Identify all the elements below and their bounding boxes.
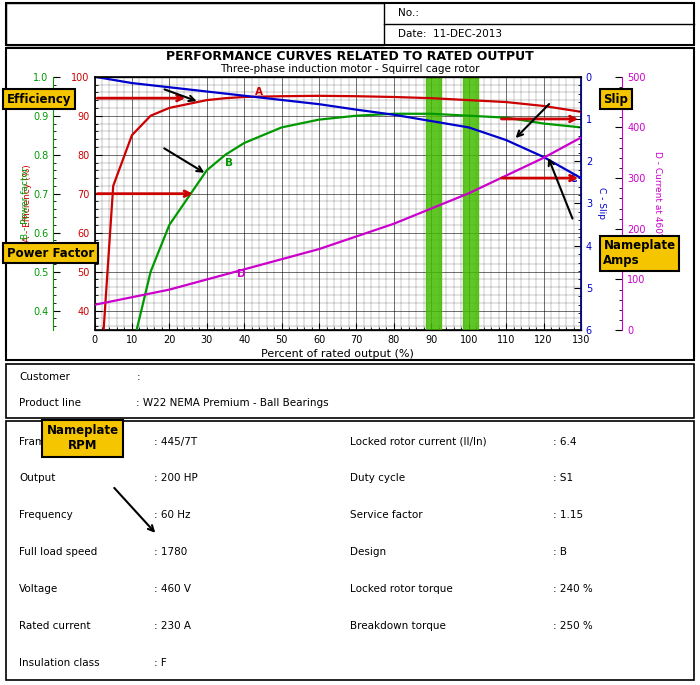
Text: Power Factor: Power Factor — [7, 247, 94, 260]
Text: : 1.15: : 1.15 — [553, 510, 583, 521]
Text: D: D — [237, 269, 245, 279]
Bar — [463, 77, 478, 330]
Text: Nameplate
Amps: Nameplate Amps — [603, 240, 676, 267]
Text: A: A — [256, 88, 263, 97]
Text: : B: : B — [553, 547, 567, 557]
Text: Efficiency: Efficiency — [7, 93, 71, 105]
Text: : 240 %: : 240 % — [553, 584, 593, 594]
Text: Rated current: Rated current — [20, 621, 91, 631]
Text: Breakdown torque: Breakdown torque — [350, 621, 446, 631]
Text: Frame: Frame — [20, 436, 52, 447]
Text: : S1: : S1 — [553, 473, 573, 484]
X-axis label: Percent of rated output (%): Percent of rated output (%) — [261, 349, 414, 359]
Text: Customer: Customer — [20, 372, 70, 382]
Text: : 250 %: : 250 % — [553, 621, 593, 631]
Bar — [426, 77, 441, 330]
Text: Insulation class: Insulation class — [20, 658, 100, 668]
Text: B: B — [225, 158, 234, 169]
Text: Duty cycle: Duty cycle — [350, 473, 405, 484]
Text: C: C — [570, 174, 578, 184]
Text: PERFORMANCE CURVES RELATED TO RATED OUTPUT: PERFORMANCE CURVES RELATED TO RATED OUTP… — [166, 51, 534, 63]
Text: Nameplate
RPM: Nameplate RPM — [46, 425, 119, 452]
Text: : F: : F — [154, 658, 167, 668]
Text: Voltage: Voltage — [20, 584, 59, 594]
Text: Slip: Slip — [603, 93, 629, 105]
Y-axis label: B - Power factor: B - Power factor — [21, 168, 30, 239]
Text: : 1780: : 1780 — [154, 547, 187, 557]
Text: Full load speed: Full load speed — [20, 547, 97, 557]
Text: :: : — [136, 372, 140, 382]
Text: Date:  11-DEC-2013: Date: 11-DEC-2013 — [398, 29, 502, 39]
Text: Locked rotor current (Il/In): Locked rotor current (Il/In) — [350, 436, 486, 447]
Text: Service factor: Service factor — [350, 510, 423, 521]
Text: Three-phase induction motor - Squirrel cage rotor: Three-phase induction motor - Squirrel c… — [220, 64, 480, 73]
Y-axis label: C - Slip: C - Slip — [597, 188, 606, 219]
Text: : 445/7T: : 445/7T — [154, 436, 197, 447]
Text: : 230 A: : 230 A — [154, 621, 190, 631]
Text: Design: Design — [350, 547, 386, 557]
Text: Frequency: Frequency — [20, 510, 73, 521]
Text: : W22 NEMA Premium - Ball Bearings: : W22 NEMA Premium - Ball Bearings — [136, 398, 329, 408]
Text: : 60 Hz: : 60 Hz — [154, 510, 190, 521]
Text: Product line: Product line — [20, 398, 81, 408]
Text: : 200 HP: : 200 HP — [154, 473, 197, 484]
Text: Output: Output — [20, 473, 56, 484]
Bar — [6, 3, 384, 45]
Text: : 6.4: : 6.4 — [553, 436, 577, 447]
Text: No.:: No.: — [398, 8, 419, 18]
Text: Locked rotor torque: Locked rotor torque — [350, 584, 453, 594]
Y-axis label: A - Efficiency (%): A - Efficiency (%) — [23, 164, 32, 242]
Y-axis label: D - Current at 460V (A): D - Current at 460V (A) — [653, 151, 662, 256]
Text: : 460 V: : 460 V — [154, 584, 190, 594]
